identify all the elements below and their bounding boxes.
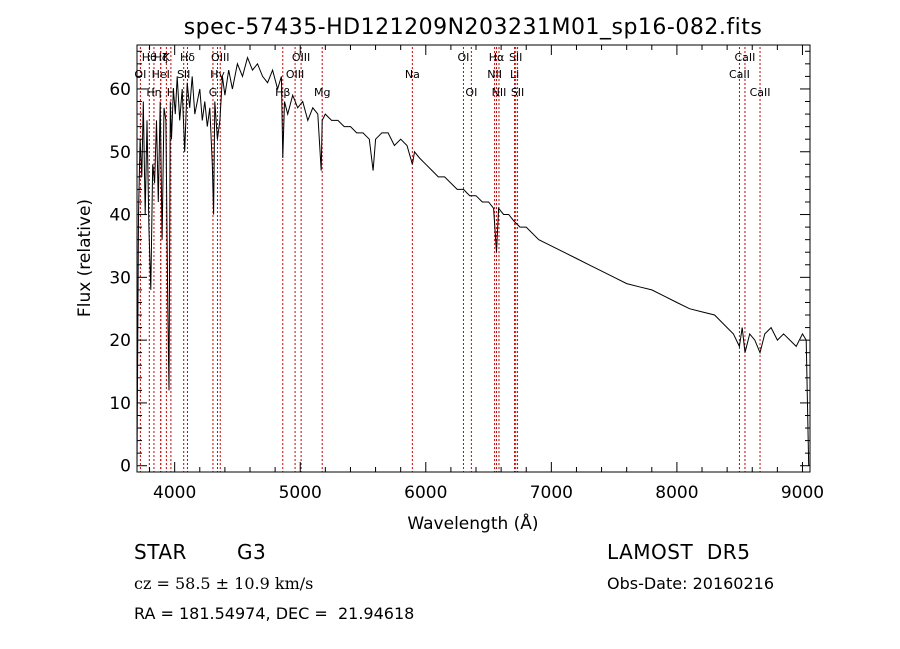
line-label: CaII bbox=[729, 68, 750, 81]
x-tick-label: 8000 bbox=[655, 483, 698, 503]
line-label: CaII bbox=[750, 86, 771, 99]
x-tick-label: 7000 bbox=[530, 483, 573, 503]
line-label: SII bbox=[509, 51, 522, 64]
x-tick-label: 4000 bbox=[153, 483, 196, 503]
observation-date: Obs-Date: 20160216 bbox=[607, 574, 775, 593]
redshift-velocity: cz = 58.5 ± 10.9 km/s bbox=[134, 574, 314, 593]
line-label: Mg bbox=[314, 86, 330, 99]
line-label: OIII bbox=[211, 51, 229, 64]
y-tick-label: 50 bbox=[109, 143, 131, 163]
x-axis-label: Wavelength (Å) bbox=[407, 512, 538, 534]
line-label: Hζ bbox=[154, 51, 168, 64]
line-label: Li bbox=[510, 68, 519, 81]
line-label: Hη bbox=[146, 86, 161, 99]
object-class: STAR bbox=[134, 540, 187, 564]
line-label: SII bbox=[511, 86, 524, 99]
emission-line-markers bbox=[139, 47, 761, 472]
plot-frame bbox=[136, 44, 811, 473]
line-label: Hβ bbox=[275, 86, 290, 99]
line-label: OI bbox=[465, 86, 477, 99]
y-tick-label: 10 bbox=[109, 394, 131, 414]
line-label: OI bbox=[134, 68, 146, 81]
line-label: OIII bbox=[286, 68, 304, 81]
y-tick-label: 40 bbox=[109, 206, 131, 226]
x-axis: 4000 5000 6000 7000 8000 9000 bbox=[149, 45, 824, 503]
y-axis: 0 10 20 30 40 50 60 bbox=[109, 50, 810, 477]
line-label: NII bbox=[492, 86, 507, 99]
y-tick-label: 30 bbox=[109, 268, 131, 288]
emission-line-labels: OIHθHηHζHeIKHSIIHδGHγOIIIHβOIIIOIIIMgNaO… bbox=[134, 51, 770, 99]
line-label: OIII bbox=[292, 51, 310, 64]
line-label: Na bbox=[405, 68, 420, 81]
line-label: G bbox=[209, 86, 218, 99]
y-tick-label: 60 bbox=[109, 80, 131, 100]
line-label: H bbox=[167, 86, 175, 99]
line-label: SII bbox=[177, 68, 190, 81]
line-label: Hθ bbox=[142, 51, 157, 64]
x-tick-label: 6000 bbox=[404, 483, 447, 503]
chart-title: spec-57435-HD121209N203231M01_sp16-082.f… bbox=[184, 15, 763, 40]
x-tick-label: 5000 bbox=[279, 483, 322, 503]
y-tick-label: 0 bbox=[120, 457, 131, 477]
x-tick-label: 9000 bbox=[781, 483, 824, 503]
coordinates: RA = 181.54974, DEC = 21.94618 bbox=[134, 604, 415, 623]
survey-name: LAMOST DR5 bbox=[607, 540, 751, 564]
line-label: HeI bbox=[152, 68, 170, 81]
line-label: K bbox=[163, 51, 171, 64]
line-label: Hδ bbox=[180, 51, 195, 64]
line-label: CaII bbox=[734, 51, 755, 64]
line-label: OI bbox=[458, 51, 470, 64]
line-label: Hγ bbox=[210, 68, 225, 81]
line-label: NII bbox=[487, 68, 502, 81]
y-tick-label: 20 bbox=[109, 331, 131, 351]
spectrum-line bbox=[136, 56, 810, 466]
line-label: Hα bbox=[489, 51, 505, 64]
object-subclass: G3 bbox=[237, 540, 267, 564]
y-axis-label: Flux (relative) bbox=[75, 199, 95, 317]
